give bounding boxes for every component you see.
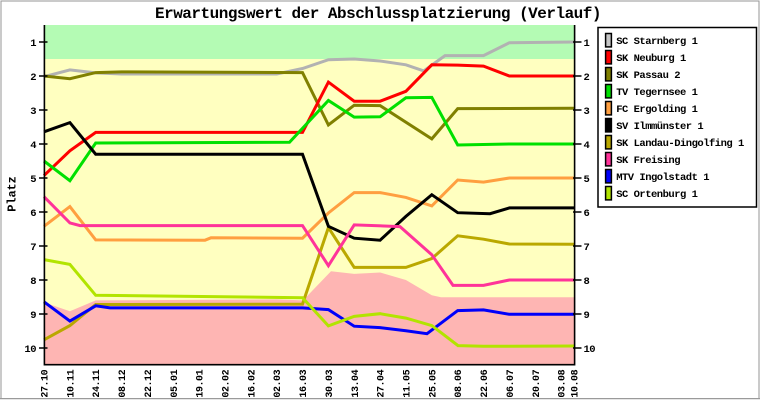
svg-text:20.07: 20.07 [532, 369, 543, 397]
svg-text:Platz: Platz [6, 176, 20, 212]
svg-text:25.05: 25.05 [428, 369, 439, 397]
svg-text:SC Ortenburg 1: SC Ortenburg 1 [616, 189, 697, 201]
svg-text:30.03: 30.03 [325, 369, 336, 397]
svg-text:16.02: 16.02 [247, 369, 258, 397]
svg-text:5: 5 [584, 174, 590, 186]
svg-text:Erwartungswert der Abschlusspl: Erwartungswert der Abschlussplatzierung … [155, 5, 601, 23]
svg-text:SK Neuburg 1: SK Neuburg 1 [616, 53, 686, 65]
svg-text:4: 4 [584, 140, 590, 152]
svg-text:4: 4 [30, 140, 36, 152]
svg-text:11.05: 11.05 [403, 369, 414, 397]
svg-text:SC Starnberg 1: SC Starnberg 1 [616, 36, 697, 48]
svg-text:10.11: 10.11 [66, 369, 77, 397]
svg-text:19.01: 19.01 [196, 369, 207, 397]
svg-text:SK Passau 2: SK Passau 2 [616, 70, 680, 82]
svg-text:1: 1 [584, 38, 590, 50]
svg-text:06.07: 06.07 [506, 369, 517, 397]
svg-text:22.12: 22.12 [144, 369, 155, 397]
svg-text:9: 9 [30, 310, 36, 322]
svg-text:05.01: 05.01 [170, 369, 181, 397]
svg-text:02.03: 02.03 [273, 369, 284, 397]
svg-text:SV Ilmmünster 1: SV Ilmmünster 1 [616, 121, 703, 133]
svg-text:08.12: 08.12 [118, 369, 129, 397]
svg-text:TV Tegernsee 1: TV Tegernsee 1 [616, 87, 697, 99]
svg-text:22.06: 22.06 [480, 369, 491, 397]
svg-text:02.02: 02.02 [222, 369, 233, 397]
svg-text:5: 5 [30, 174, 36, 186]
svg-text:03.08: 03.08 [558, 369, 569, 397]
svg-text:6: 6 [584, 208, 590, 220]
svg-text:SK Landau-Dingolfing 1: SK Landau-Dingolfing 1 [616, 138, 744, 150]
svg-text:8: 8 [584, 276, 590, 288]
svg-text:MTV Ingolstadt 1: MTV Ingolstadt 1 [616, 172, 709, 184]
svg-text:3: 3 [584, 106, 590, 118]
svg-text:2: 2 [30, 72, 36, 84]
svg-text:27.04: 27.04 [377, 369, 388, 397]
svg-text:7: 7 [584, 242, 590, 254]
svg-text:1: 1 [30, 38, 36, 50]
svg-text:10.08: 10.08 [571, 369, 582, 397]
svg-text:FC Ergolding 1: FC Ergolding 1 [616, 104, 697, 116]
svg-text:10: 10 [584, 344, 596, 356]
svg-text:SK Freising: SK Freising [616, 155, 680, 167]
svg-text:6: 6 [30, 208, 36, 220]
svg-text:27.10: 27.10 [41, 369, 52, 397]
svg-text:08.06: 08.06 [454, 369, 465, 397]
svg-text:3: 3 [30, 106, 36, 118]
svg-text:16.03: 16.03 [299, 369, 310, 397]
svg-text:13.04: 13.04 [351, 369, 362, 397]
svg-text:9: 9 [584, 310, 590, 322]
svg-text:7: 7 [30, 242, 36, 254]
svg-text:24.11: 24.11 [92, 369, 103, 397]
svg-text:10: 10 [24, 344, 36, 356]
svg-text:8: 8 [30, 276, 36, 288]
svg-text:2: 2 [584, 72, 590, 84]
